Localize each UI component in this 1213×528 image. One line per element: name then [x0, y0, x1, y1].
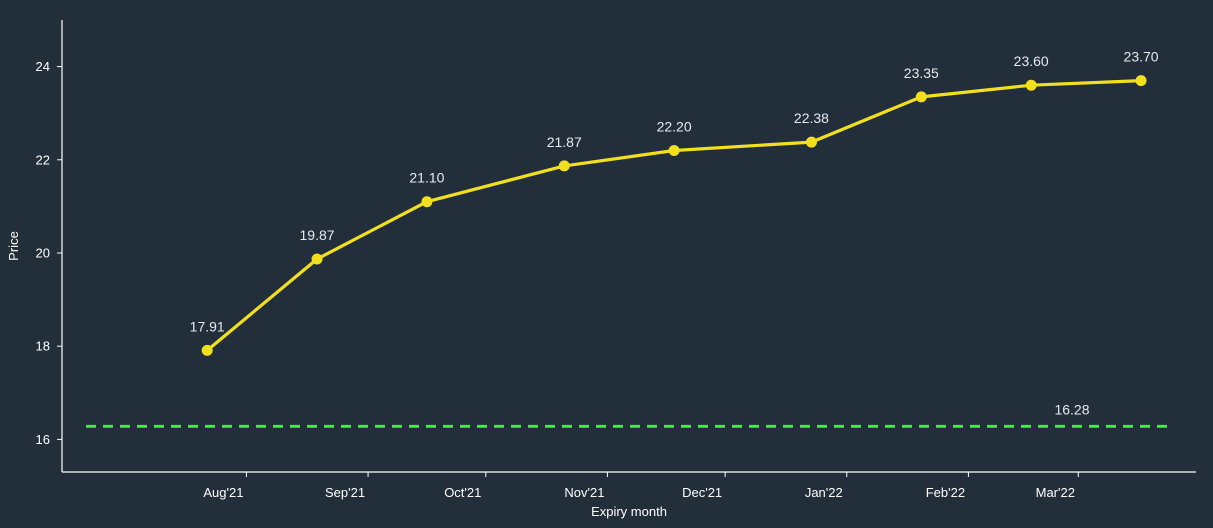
x-tick-label: Aug'21: [203, 485, 243, 500]
x-tick-label: Sep'21: [325, 485, 365, 500]
reference-lines: 16.28: [86, 401, 1174, 428]
x-tick-label: Nov'21: [564, 485, 604, 500]
data-label: 22.38: [794, 110, 829, 126]
data-label: 17.91: [190, 318, 225, 334]
data-point: [1135, 75, 1147, 87]
data-point: [915, 91, 927, 103]
x-tick-label: Oct'21: [444, 485, 481, 500]
data-point: [1025, 79, 1037, 91]
y-tick-label: 20: [36, 245, 50, 260]
data-point: [311, 253, 323, 265]
data-label: 23.60: [1014, 53, 1049, 69]
data-label: 22.20: [657, 118, 692, 134]
x-tick-label: Dec'21: [682, 485, 722, 500]
x-tick-label: Feb'22: [926, 485, 965, 500]
y-tick-label: 24: [36, 59, 50, 74]
x-tick-label: Mar'22: [1036, 485, 1075, 500]
data-point: [201, 344, 213, 356]
data-point: [805, 136, 817, 148]
y-tick-label: 18: [36, 339, 50, 354]
x-tick-label: Jan'22: [805, 485, 843, 500]
price-series: [201, 75, 1147, 356]
data-point: [421, 196, 433, 208]
data-label: 21.87: [547, 134, 582, 150]
data-point: [668, 144, 680, 156]
axes: 16 18 20 22 24 Aug'21 Sep'21 Oct'21 Nov'21 Dec'21…: [36, 20, 1196, 500]
reference-line-label: 16.28: [1054, 401, 1089, 417]
data-label: 23.70: [1124, 49, 1159, 65]
data-label: 19.87: [300, 227, 335, 243]
data-label: 23.35: [904, 65, 939, 81]
y-tick-label: 16: [36, 432, 50, 447]
data-point: [558, 160, 570, 172]
y-tick-label: 22: [36, 152, 50, 167]
data-label: 21.10: [409, 170, 444, 186]
x-axis-title: Expiry month: [591, 504, 667, 519]
data-labels: 17.91 19.87 21.10 21.87 22.20 22.38 23.35 23.60…: [190, 49, 1159, 335]
y-axis-title: Price: [6, 231, 21, 261]
